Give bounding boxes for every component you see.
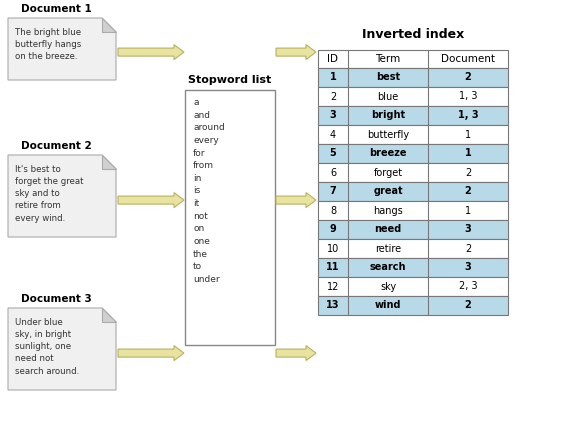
FancyArrow shape xyxy=(276,346,316,361)
Polygon shape xyxy=(8,308,116,390)
Text: 1: 1 xyxy=(465,148,472,159)
Text: Under blue
sky, in bright
sunlight, one
need not
search around.: Under blue sky, in bright sunlight, one … xyxy=(15,318,79,375)
Text: bright: bright xyxy=(371,110,405,121)
Text: best: best xyxy=(376,72,400,83)
Text: Document 1: Document 1 xyxy=(21,4,91,14)
FancyArrow shape xyxy=(118,193,184,207)
Text: Inverted index: Inverted index xyxy=(362,28,464,41)
Bar xyxy=(318,201,508,220)
Polygon shape xyxy=(102,18,116,32)
Bar xyxy=(318,239,508,258)
Bar xyxy=(318,258,508,277)
Text: 1: 1 xyxy=(330,72,336,83)
Text: Document 3: Document 3 xyxy=(21,294,91,304)
FancyArrow shape xyxy=(118,346,184,361)
Bar xyxy=(318,182,508,201)
Text: 5: 5 xyxy=(330,148,336,159)
Bar xyxy=(318,68,508,87)
Text: 2: 2 xyxy=(465,186,472,197)
Bar xyxy=(318,277,508,296)
Polygon shape xyxy=(102,308,116,322)
Text: wind: wind xyxy=(375,300,401,311)
Polygon shape xyxy=(8,155,116,237)
Text: 1: 1 xyxy=(465,130,471,139)
Text: 10: 10 xyxy=(327,244,339,253)
Polygon shape xyxy=(8,18,116,80)
Text: blue: blue xyxy=(377,92,399,101)
Text: 13: 13 xyxy=(326,300,340,311)
Bar xyxy=(318,125,508,144)
Text: 7: 7 xyxy=(330,186,336,197)
Text: 2, 3: 2, 3 xyxy=(459,282,477,291)
Text: 4: 4 xyxy=(330,130,336,139)
Bar xyxy=(185,90,275,345)
Text: butterfly: butterfly xyxy=(367,130,409,139)
Text: retire: retire xyxy=(375,244,401,253)
FancyArrow shape xyxy=(118,45,184,59)
Text: 1, 3: 1, 3 xyxy=(459,92,477,101)
Bar xyxy=(318,220,508,239)
Bar xyxy=(318,163,508,182)
FancyArrow shape xyxy=(276,193,316,207)
Text: 3: 3 xyxy=(465,224,472,235)
Bar xyxy=(318,144,508,163)
Text: 2: 2 xyxy=(465,244,471,253)
Text: hangs: hangs xyxy=(373,206,403,215)
Text: 2: 2 xyxy=(465,300,472,311)
Text: search: search xyxy=(370,262,406,273)
Text: 12: 12 xyxy=(327,282,339,291)
Text: It's best to
forget the great
sky and to
retire from
every wind.: It's best to forget the great sky and to… xyxy=(15,165,83,223)
Text: 2: 2 xyxy=(465,168,471,177)
Text: need: need xyxy=(375,224,402,235)
Text: 8: 8 xyxy=(330,206,336,215)
Text: Document 2: Document 2 xyxy=(21,141,91,151)
Text: 6: 6 xyxy=(330,168,336,177)
Polygon shape xyxy=(102,155,116,169)
Text: The bright blue
butterfly hangs
on the breeze.: The bright blue butterfly hangs on the b… xyxy=(15,28,81,61)
Bar xyxy=(318,50,508,68)
Text: 2: 2 xyxy=(330,92,336,101)
Text: 3: 3 xyxy=(330,110,336,121)
FancyArrow shape xyxy=(276,45,316,59)
Text: 3: 3 xyxy=(465,262,472,273)
Text: ID: ID xyxy=(328,54,339,64)
Text: 11: 11 xyxy=(326,262,340,273)
Text: breeze: breeze xyxy=(369,148,407,159)
Text: great: great xyxy=(373,186,403,197)
Text: sky: sky xyxy=(380,282,396,291)
Text: forget: forget xyxy=(373,168,403,177)
Text: Document: Document xyxy=(441,54,495,64)
Text: 2: 2 xyxy=(465,72,472,83)
Text: Term: Term xyxy=(375,54,400,64)
Text: 1, 3: 1, 3 xyxy=(457,110,478,121)
Text: a
and
around
every
for
from
in
is
it
not
on
one
the
to
under: a and around every for from in is it not… xyxy=(193,98,225,284)
Text: 9: 9 xyxy=(330,224,336,235)
Bar xyxy=(318,106,508,125)
Bar xyxy=(318,296,508,315)
Bar xyxy=(318,87,508,106)
Text: Stopword list: Stopword list xyxy=(188,75,272,85)
Text: 1: 1 xyxy=(465,206,471,215)
